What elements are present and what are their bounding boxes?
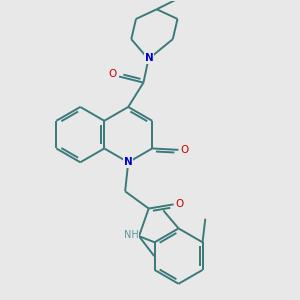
Text: O: O (180, 145, 188, 155)
Text: N: N (124, 157, 133, 167)
Text: O: O (109, 70, 117, 80)
Text: NH: NH (124, 230, 139, 240)
Text: N: N (145, 53, 153, 63)
Text: O: O (175, 200, 183, 209)
